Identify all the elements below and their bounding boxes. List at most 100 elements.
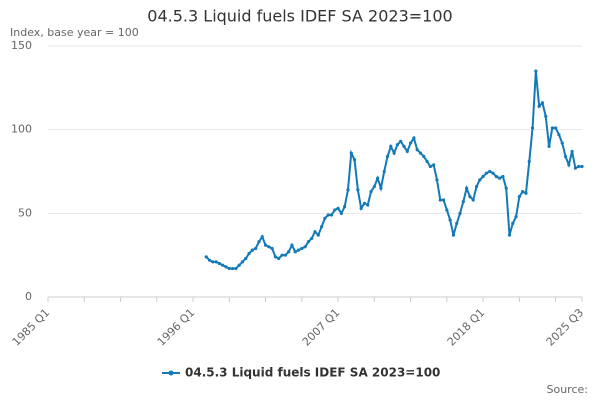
point (237, 263, 241, 267)
point (214, 260, 218, 264)
x-tick-label: 2018 Q1 (445, 306, 488, 349)
point (349, 151, 353, 155)
point (326, 213, 330, 217)
point (366, 203, 370, 207)
point (501, 174, 505, 179)
point (382, 169, 386, 174)
point (280, 253, 284, 257)
point (283, 253, 287, 257)
point (580, 164, 584, 169)
point (544, 114, 548, 118)
point (511, 221, 515, 225)
y-tick-label: 150 (11, 39, 32, 52)
point (554, 126, 558, 130)
x-tick-label: 2007 Q1 (300, 306, 343, 349)
point (468, 195, 472, 199)
point (293, 250, 297, 254)
x-tick-label: 2025 Q3 (544, 306, 587, 349)
point (534, 69, 538, 73)
point (465, 186, 469, 190)
point (471, 198, 475, 202)
point (273, 255, 278, 259)
point (412, 136, 416, 140)
point (521, 189, 525, 194)
point (550, 126, 554, 130)
point (240, 260, 245, 264)
point (300, 246, 304, 251)
point (379, 186, 383, 190)
point (458, 211, 462, 215)
point (514, 215, 518, 219)
point (230, 266, 235, 271)
point (343, 205, 347, 209)
point (306, 240, 311, 244)
point (296, 248, 301, 252)
point (547, 144, 551, 148)
legend-marker (168, 370, 174, 376)
point (313, 230, 317, 234)
point (395, 143, 400, 147)
x-tick-label: 1996 Q1 (155, 306, 198, 349)
point (329, 213, 334, 217)
point (217, 261, 222, 266)
point (504, 186, 508, 190)
point (422, 154, 426, 159)
y-tick-label: 0 (25, 290, 32, 303)
point (570, 149, 574, 154)
point (362, 201, 367, 205)
point (577, 164, 581, 169)
point (359, 206, 363, 210)
point (573, 166, 578, 170)
point (524, 191, 528, 195)
point (319, 225, 324, 229)
point (435, 178, 439, 182)
point (488, 169, 492, 174)
point (448, 218, 452, 222)
point (244, 256, 248, 261)
point (211, 260, 215, 264)
point (250, 248, 254, 252)
point (254, 246, 258, 251)
point (408, 141, 413, 145)
point (445, 208, 449, 212)
point (455, 221, 459, 225)
point (484, 171, 489, 175)
point (303, 245, 307, 249)
point (567, 163, 571, 167)
point (369, 189, 373, 194)
legend-label: 04.5.3 Liquid fuels IDEF SA 2023=100 (185, 366, 440, 380)
point (310, 236, 314, 241)
point (346, 188, 350, 192)
y-tick-label: 50 (18, 206, 32, 219)
x-tick-label: 1985 Q1 (10, 306, 53, 349)
point (270, 246, 274, 251)
point (527, 159, 531, 164)
series-line (205, 71, 582, 270)
point (392, 151, 396, 155)
chart-subtitle: Index, base year = 100 (10, 26, 139, 39)
point (425, 159, 429, 164)
point (540, 101, 545, 105)
point (372, 184, 376, 189)
point (356, 188, 360, 192)
point (517, 195, 521, 199)
point (415, 148, 419, 152)
point (405, 149, 409, 154)
point (438, 198, 442, 202)
point (385, 154, 390, 159)
point (224, 265, 228, 269)
point (497, 176, 502, 180)
y-tick-label: 100 (11, 123, 32, 136)
point (399, 139, 403, 143)
point (474, 184, 479, 189)
point (451, 233, 456, 237)
point (530, 126, 535, 130)
point (494, 174, 498, 179)
point (481, 174, 485, 179)
point (560, 141, 564, 145)
point (234, 266, 238, 271)
point (478, 178, 482, 182)
point (376, 176, 380, 180)
point (402, 144, 406, 148)
point (432, 163, 436, 167)
